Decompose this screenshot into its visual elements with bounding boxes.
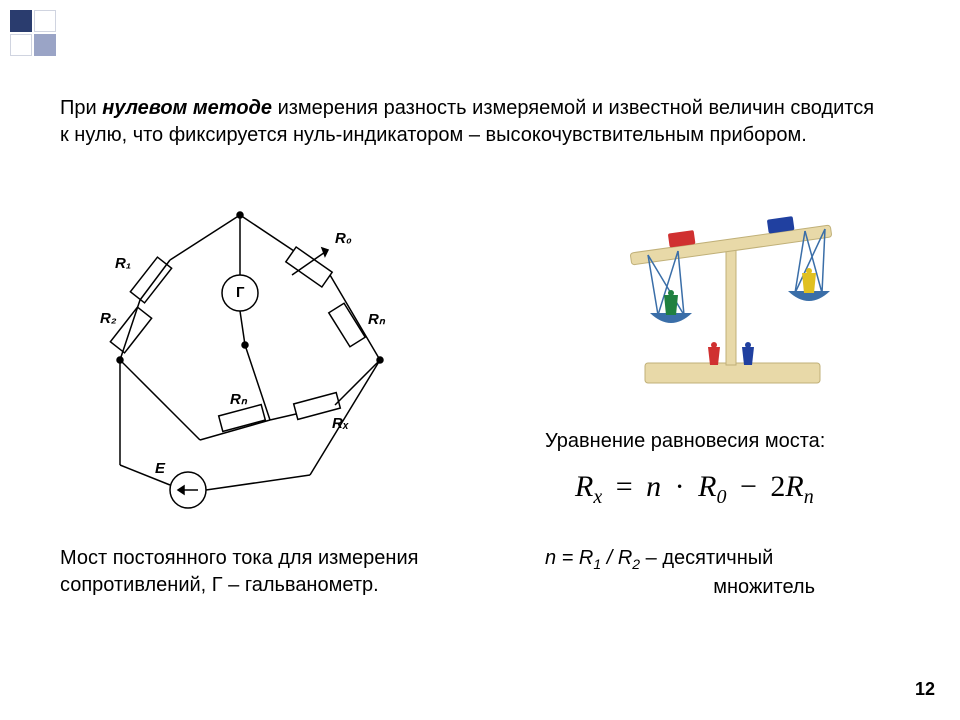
ratio-mid: / R [601, 547, 632, 569]
deco-square [34, 10, 56, 32]
label-emf: E [155, 460, 165, 477]
ratio-sub2: 2 [632, 556, 640, 572]
equation-title: Уравнение равновесия моста: [545, 430, 825, 453]
ratio-pre: n = R [545, 547, 593, 569]
balance-scale-illustration [600, 195, 860, 395]
circuit-svg [70, 200, 440, 530]
intro-paragraph: При нулевом методе измерения разность из… [60, 95, 880, 149]
circuit-caption: Мост постоянного тока для измерения сопр… [60, 545, 460, 599]
label-rn: Rₙ [368, 310, 385, 328]
ratio-post: – десятичный [640, 547, 773, 569]
intro-pre: При [60, 97, 102, 119]
eq-equals: = [616, 470, 633, 503]
ratio-definition: n = R1 / R2 – десятичный множитель [545, 545, 905, 601]
intro-bold: нулевом методе [102, 97, 272, 119]
eq-Rx-R: R [575, 470, 593, 503]
wheatstone-bridge-diagram: R₁ R₂ R₀ Rₙ Rₙ Rₓ Г E [70, 200, 440, 530]
deco-square [10, 10, 32, 32]
bridge-balance-equation: Rx = n · R0 − 2Rn [575, 470, 814, 509]
eq-n: n [646, 470, 661, 503]
eq-R0-R: R [698, 470, 716, 503]
eq-Rn-R: R [785, 470, 803, 503]
label-r2: R₂ [100, 310, 117, 327]
eq-Rn-sub: n [804, 486, 814, 508]
label-rn2: Rₙ [230, 390, 247, 408]
label-galvanometer: Г [236, 284, 245, 301]
deco-square [34, 34, 56, 56]
label-r1: R₁ [115, 255, 131, 272]
eq-Rx-sub: x [593, 486, 602, 508]
page-number: 12 [915, 679, 935, 700]
ratio-line2: множитель [545, 574, 905, 601]
eq-minus: − [740, 470, 757, 503]
label-rx: Rₓ [332, 415, 349, 432]
label-r0: R₀ [335, 230, 352, 247]
eq-two: 2 [770, 470, 785, 503]
eq-dot: · [675, 470, 685, 503]
deco-square [10, 34, 32, 56]
eq-R0-sub: 0 [716, 486, 726, 508]
ratio-sub1: 1 [593, 556, 601, 572]
